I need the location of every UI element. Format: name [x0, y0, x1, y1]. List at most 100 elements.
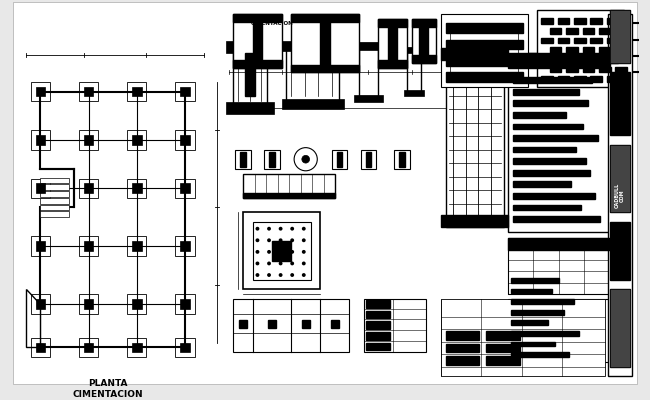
Circle shape: [279, 238, 283, 242]
Bar: [84, 342, 94, 352]
Bar: [566, 66, 578, 72]
Bar: [176, 178, 195, 198]
Bar: [550, 66, 562, 72]
Bar: [36, 342, 45, 352]
Bar: [264, 150, 280, 169]
Bar: [513, 100, 588, 106]
Bar: [365, 311, 389, 318]
Bar: [84, 135, 94, 145]
Bar: [365, 152, 371, 167]
Bar: [508, 53, 610, 232]
Bar: [243, 174, 335, 198]
Bar: [132, 183, 142, 193]
Circle shape: [302, 227, 306, 231]
Bar: [337, 152, 343, 167]
Bar: [404, 47, 424, 53]
Bar: [558, 38, 569, 44]
Bar: [235, 150, 251, 169]
Bar: [606, 57, 618, 63]
Bar: [79, 236, 98, 256]
Bar: [182, 301, 188, 307]
Bar: [446, 48, 504, 227]
Bar: [512, 278, 560, 283]
Bar: [226, 102, 274, 114]
Bar: [606, 38, 618, 44]
Bar: [38, 344, 44, 350]
Bar: [253, 22, 263, 60]
Bar: [508, 238, 610, 294]
Bar: [378, 60, 407, 68]
Bar: [134, 301, 140, 307]
Bar: [610, 290, 630, 367]
Bar: [354, 42, 383, 50]
Bar: [243, 212, 320, 290]
Circle shape: [255, 238, 259, 242]
Text: CIMENTACION: CIMENTACION: [251, 21, 293, 26]
Bar: [176, 130, 195, 150]
Circle shape: [291, 262, 294, 265]
Circle shape: [267, 262, 271, 265]
Bar: [582, 47, 594, 53]
Bar: [132, 241, 142, 251]
Bar: [378, 19, 407, 68]
Bar: [616, 66, 627, 72]
Bar: [508, 53, 610, 68]
Circle shape: [279, 227, 283, 231]
Bar: [513, 158, 586, 164]
Bar: [574, 38, 586, 44]
Bar: [365, 321, 389, 329]
Bar: [590, 38, 602, 44]
Bar: [513, 193, 595, 199]
Bar: [233, 60, 281, 68]
Bar: [590, 18, 602, 24]
Bar: [419, 27, 428, 55]
Bar: [84, 87, 94, 96]
Bar: [176, 236, 195, 256]
Bar: [541, 76, 552, 82]
Bar: [541, 18, 552, 24]
Bar: [233, 299, 349, 352]
Bar: [590, 57, 602, 63]
Circle shape: [302, 250, 306, 254]
Bar: [610, 145, 630, 212]
Bar: [363, 299, 426, 352]
Circle shape: [279, 262, 283, 265]
Bar: [590, 76, 602, 82]
Bar: [606, 18, 618, 24]
Bar: [446, 344, 480, 352]
Bar: [574, 76, 586, 82]
Bar: [441, 14, 528, 87]
Bar: [79, 338, 98, 357]
Bar: [616, 28, 627, 34]
Bar: [558, 57, 569, 63]
Bar: [558, 76, 569, 82]
Bar: [513, 216, 600, 222]
Bar: [446, 40, 523, 49]
Bar: [446, 356, 480, 365]
Bar: [446, 72, 523, 82]
Bar: [127, 338, 146, 357]
Bar: [513, 147, 576, 152]
Bar: [486, 344, 520, 352]
Bar: [84, 183, 94, 193]
Bar: [291, 65, 359, 72]
Bar: [513, 204, 580, 210]
Bar: [412, 19, 436, 27]
Bar: [36, 135, 45, 145]
Circle shape: [291, 238, 294, 242]
Bar: [354, 94, 383, 102]
Bar: [40, 211, 70, 217]
Bar: [399, 152, 405, 167]
Bar: [36, 87, 45, 96]
Bar: [40, 184, 70, 190]
Bar: [233, 14, 281, 22]
Circle shape: [255, 273, 259, 277]
Bar: [84, 299, 94, 309]
Bar: [538, 10, 624, 87]
Circle shape: [267, 227, 271, 231]
Bar: [31, 294, 50, 314]
Bar: [610, 72, 630, 135]
Bar: [361, 150, 376, 169]
Bar: [610, 222, 630, 280]
Bar: [281, 99, 344, 109]
